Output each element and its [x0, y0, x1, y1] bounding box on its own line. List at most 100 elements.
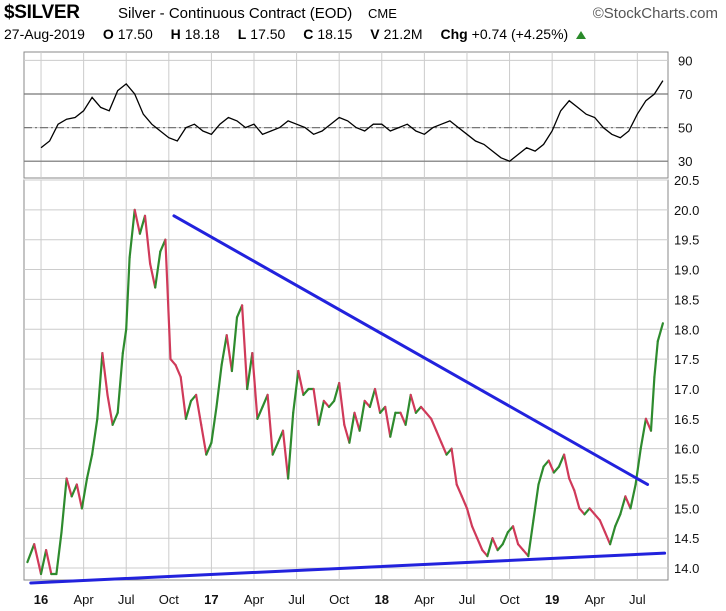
- price-segment: [557, 453, 566, 468]
- x-tick-label: Jul: [459, 592, 476, 607]
- price-segment: [70, 483, 78, 498]
- price-segment: [353, 411, 361, 432]
- resistance-trendline: [172, 214, 650, 486]
- price-segment: [44, 548, 53, 576]
- price-segment: [440, 441, 448, 456]
- price-segment: [220, 334, 228, 367]
- change-value: +0.74 (+4.25%): [471, 26, 569, 42]
- price-segment: [302, 387, 310, 396]
- price-segment: [205, 441, 213, 456]
- price-segment: [80, 477, 89, 510]
- price-segment: [121, 328, 128, 355]
- price-segment: [614, 513, 622, 528]
- price-segment: [460, 495, 469, 510]
- price-segment: [542, 459, 550, 468]
- price-y-tick: 19.0: [674, 263, 699, 278]
- high-label: H: [170, 26, 181, 42]
- open-label: O: [102, 26, 114, 42]
- price-y-tick: 15.0: [674, 501, 699, 516]
- x-tick-label: Oct: [329, 592, 350, 607]
- price-segment: [598, 519, 607, 534]
- price-segment: [568, 477, 576, 492]
- close-label: C: [303, 26, 314, 42]
- price-segment: [471, 525, 479, 540]
- price-segment: [111, 411, 119, 426]
- price-segment: [435, 429, 443, 444]
- x-tick-label: Oct: [159, 592, 180, 607]
- price-panel: 20.5 20.0 19.5 19.0 18.5 18.0 17.5 17.0 16.5 16.0…: [23, 173, 699, 585]
- price-segment: [200, 423, 208, 456]
- chart-header: $SILVER Silver - Continuous Contract (EO…: [0, 0, 726, 46]
- support-trendline: [29, 551, 667, 585]
- price-segment: [281, 429, 290, 480]
- price-segment: [241, 304, 249, 391]
- open-value: 17.50: [117, 26, 153, 42]
- price-segment: [619, 495, 627, 516]
- indicator-y-tick: 50: [678, 121, 692, 136]
- price-segment: [246, 352, 254, 391]
- price-segment: [511, 525, 520, 546]
- price-segment: [75, 483, 84, 510]
- indicator-panel: 90 70 50 30: [23, 51, 692, 179]
- price-segment: [639, 417, 648, 450]
- high-value: 18.18: [184, 26, 220, 42]
- price-segment: [348, 411, 356, 444]
- price-segment: [179, 375, 187, 420]
- price-segment: [85, 453, 94, 480]
- price-segment: [125, 256, 131, 331]
- low-value: 17.50: [250, 26, 286, 42]
- price-segment: [184, 399, 193, 420]
- price-y-tick: 20.5: [674, 173, 699, 188]
- close-value: 18.15: [317, 26, 353, 42]
- price-segment: [106, 393, 114, 426]
- price-y-tick: 18.5: [674, 292, 699, 307]
- indicator-y-tick: 70: [678, 87, 692, 102]
- x-tick-label: Jul: [629, 592, 646, 607]
- price-segment: [55, 531, 63, 576]
- price-y-tick: 18.0: [674, 322, 699, 337]
- volume-label: V: [370, 26, 380, 42]
- price-segment: [593, 513, 602, 522]
- price-segment: [603, 531, 612, 546]
- price-segment: [149, 262, 157, 289]
- price-segment: [297, 369, 305, 396]
- price-segment: [384, 405, 392, 438]
- price-y-tick: 14.5: [674, 531, 699, 546]
- quote-stats: 27-Aug-2019 O 17.50 H 18.18 L 17.50 C 18.15 …: [4, 26, 587, 42]
- price-segment: [419, 405, 428, 414]
- x-tick-label: Apr: [74, 592, 95, 607]
- price-segment: [414, 405, 423, 414]
- price-segment: [138, 214, 147, 235]
- price-y-tick: 16.5: [674, 412, 699, 427]
- price-segment: [486, 537, 494, 558]
- price-segment: [215, 364, 223, 408]
- x-tick-label: Jul: [118, 592, 135, 607]
- price-segment: [573, 489, 581, 510]
- price-segment: [128, 208, 136, 259]
- price-segment: [501, 531, 509, 546]
- price-segment: [225, 334, 233, 373]
- x-tick-label: Apr: [244, 592, 265, 607]
- price-segment: [363, 399, 371, 408]
- x-tick-label: Apr: [414, 592, 435, 607]
- price-segment: [251, 352, 259, 420]
- price-segment: [210, 405, 218, 444]
- brand-logo[interactable]: ©StockCharts.com: [592, 5, 718, 22]
- price-segment: [649, 375, 656, 432]
- x-axis: 16 Apr Jul Oct 17 Apr Jul Oct 18 Apr Jul Oct 19 Apr Ju…: [34, 592, 646, 607]
- price-segment: [496, 543, 504, 552]
- price-segment: [537, 465, 545, 486]
- price-segment: [174, 364, 182, 379]
- price-segment: [425, 411, 433, 420]
- indicator-line: [40, 80, 664, 162]
- price-segment: [389, 411, 397, 438]
- price-segment: [532, 483, 540, 522]
- price-segment: [312, 387, 320, 426]
- price-segment: [317, 399, 325, 426]
- symbol: $SILVER: [4, 2, 80, 23]
- price-segment: [656, 322, 665, 343]
- price-segment: [101, 352, 109, 396]
- price-segment: [358, 399, 366, 432]
- price-y-tick: 20.0: [674, 203, 699, 218]
